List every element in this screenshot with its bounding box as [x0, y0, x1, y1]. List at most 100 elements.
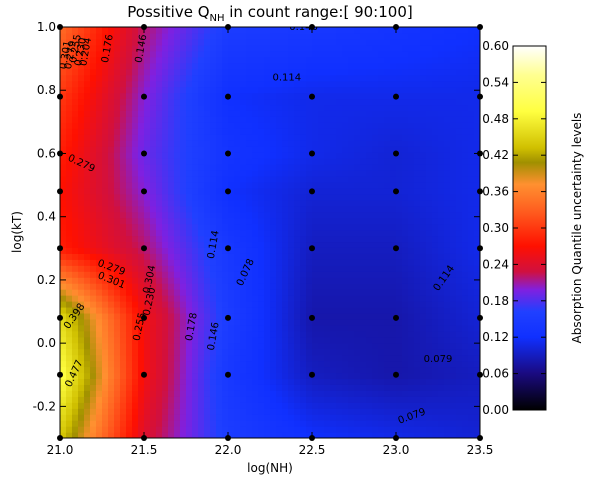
heatmap-cell — [108, 318, 115, 326]
heatmap-cell — [120, 354, 127, 362]
heatmap-cell — [180, 420, 187, 427]
heatmap-cell — [72, 330, 79, 338]
heatmap-cell — [78, 265, 85, 272]
heatmap-cell — [126, 432, 133, 438]
heatmap-cell — [222, 169, 229, 177]
heatmap-cell — [366, 164, 373, 171]
heatmap-cell — [330, 378, 337, 385]
heatmap-cell — [156, 342, 163, 350]
heatmap-cell — [66, 44, 73, 52]
heatmap-cell — [300, 128, 307, 135]
heatmap-cell — [114, 92, 121, 100]
heatmap-cell — [84, 146, 91, 153]
heatmap-cell — [222, 122, 229, 129]
heatmap-cell — [282, 247, 289, 254]
heatmap-cell — [168, 414, 175, 421]
heatmap-cell — [474, 354, 480, 362]
heatmap-cell — [450, 271, 457, 278]
heatmap-cell — [348, 301, 355, 308]
heatmap-cell — [390, 140, 397, 147]
heatmap-cell — [174, 306, 181, 314]
heatmap-cell — [96, 86, 103, 94]
heatmap-cell — [228, 128, 235, 135]
heatmap-cell — [366, 241, 373, 248]
heatmap-cell — [114, 330, 121, 338]
heatmap-cell — [306, 390, 313, 397]
heatmap-cell — [444, 235, 451, 243]
heatmap-cell — [378, 68, 385, 76]
heatmap-cell — [438, 390, 445, 397]
heatmap-cell — [432, 158, 439, 165]
heatmap-cell — [180, 205, 187, 213]
heatmap-cell — [360, 426, 367, 433]
heatmap-cell — [420, 98, 427, 106]
heatmap-cell — [60, 342, 67, 350]
heatmap-cell — [414, 32, 421, 40]
heatmap-cell — [318, 301, 325, 308]
heatmap-cell — [228, 420, 235, 427]
heatmap-cell — [138, 74, 145, 82]
heatmap-cell — [450, 247, 457, 254]
heatmap-cell — [444, 384, 451, 391]
heatmap-cell — [144, 366, 151, 374]
heatmap-cell — [96, 199, 103, 207]
heatmap-cell — [60, 104, 67, 111]
heatmap-cell — [150, 134, 157, 141]
heatmap-cell — [438, 38, 445, 46]
heatmap-cell — [360, 158, 367, 165]
heatmap-cell — [426, 205, 433, 213]
heatmap-cell — [234, 378, 241, 385]
heatmap-cell — [150, 324, 157, 332]
heatmap-cell — [288, 247, 295, 254]
heatmap-cell — [204, 390, 211, 397]
heatmap-cell — [72, 295, 79, 302]
heatmap-cell — [420, 116, 427, 123]
heatmap-cell — [468, 44, 475, 52]
heatmap-cell — [324, 432, 331, 438]
heatmap-cell — [438, 158, 445, 165]
heatmap-cell — [408, 277, 415, 284]
heatmap-cell — [132, 80, 139, 88]
heatmap-cell — [438, 211, 445, 219]
heatmap-cell — [282, 312, 289, 320]
heatmap-cell — [114, 295, 121, 302]
heatmap-cell — [396, 229, 403, 237]
heatmap-cell — [240, 146, 247, 153]
y-tick-label: 1.0 — [37, 20, 56, 34]
heatmap-cell — [138, 253, 145, 260]
heatmap-cell — [132, 158, 139, 165]
heatmap-cell — [330, 247, 337, 254]
heatmap-cell — [396, 432, 403, 438]
heatmap-cell — [330, 271, 337, 278]
heatmap-cell — [390, 354, 397, 362]
heatmap-cell — [204, 86, 211, 94]
heatmap-cell — [318, 271, 325, 278]
heatmap-cell — [306, 146, 313, 153]
heatmap-cell — [390, 390, 397, 397]
heatmap-cell — [150, 110, 157, 117]
heatmap-cell — [420, 193, 427, 201]
heatmap-cell — [228, 372, 235, 380]
heatmap-cell — [84, 247, 91, 254]
heatmap-cell — [246, 259, 253, 266]
heatmap-cell — [294, 330, 301, 338]
heatmap-cell — [462, 169, 469, 177]
heatmap-cell — [78, 366, 85, 374]
heatmap-cell — [264, 116, 271, 123]
heatmap-cell — [240, 390, 247, 397]
heatmap-cell — [246, 211, 253, 219]
heatmap-cell — [186, 324, 193, 332]
heatmap-cell — [372, 336, 379, 344]
heatmap-cell — [198, 330, 205, 338]
heatmap-cell — [264, 140, 271, 147]
heatmap-cell — [72, 324, 79, 332]
heatmap-cell — [168, 44, 175, 52]
heatmap-cell — [96, 312, 103, 320]
heatmap-cell — [276, 408, 283, 415]
heatmap-cell — [276, 211, 283, 219]
heatmap-cell — [420, 432, 427, 438]
heatmap-cell — [72, 378, 79, 385]
heatmap-cell — [444, 104, 451, 111]
heatmap-cell — [264, 27, 271, 34]
heatmap-cell — [102, 211, 109, 219]
